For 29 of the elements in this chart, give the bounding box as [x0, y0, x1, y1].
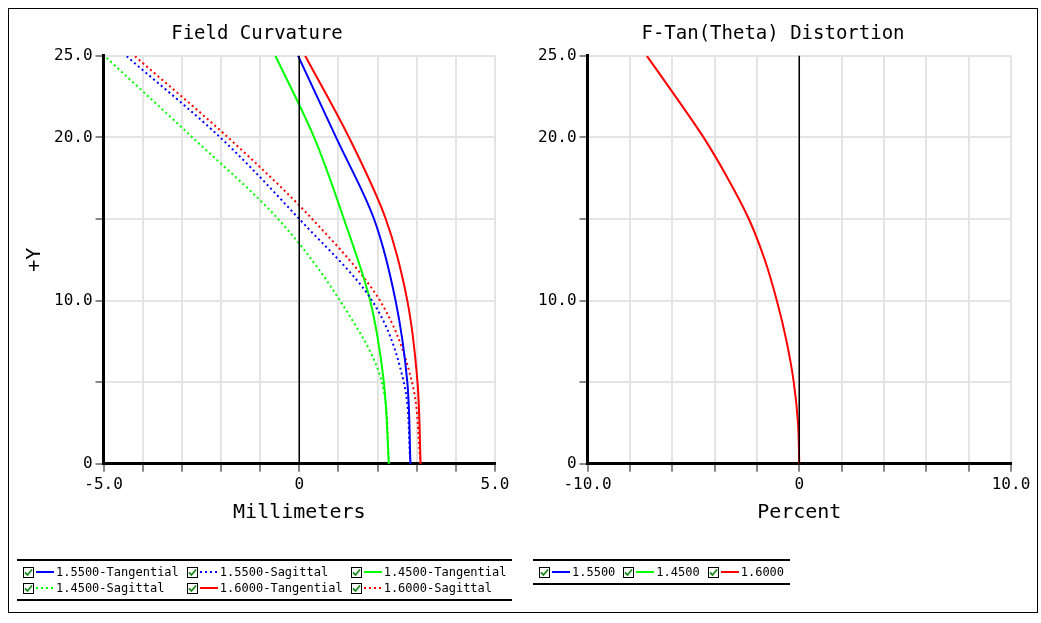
y-tick-label: 20.0 — [538, 126, 577, 146]
x-tick-label: 10.0 — [991, 473, 1031, 493]
line-series — [645, 55, 801, 464]
legend-label: 1.5500 — [572, 565, 616, 579]
legend-label: 1.5500-Tangential — [56, 565, 179, 579]
legend-label: 1.6000-Sagittal — [383, 581, 493, 595]
y-tick-label: 20.0 — [54, 126, 93, 146]
y-axis-title: +Y — [21, 247, 46, 272]
x-axis-title: Percent — [757, 499, 842, 524]
chart-title: F-Tan(Theta) Distortion — [641, 21, 905, 44]
y-tick-label: 10.0 — [538, 289, 577, 309]
x-tick-label: -10.0 — [563, 473, 612, 493]
legend-label: 1.4500-Sagittal — [56, 581, 165, 595]
y-tick-label: 25.0 — [538, 44, 577, 64]
legend-label: 1.6000 — [740, 565, 785, 579]
y-tick-label: 0 — [82, 452, 93, 472]
legend-label: 1.6000-Tangential — [219, 581, 343, 595]
x-tick-label: 0 — [794, 473, 805, 493]
legend-label: 1.4500 — [656, 565, 700, 579]
y-tick-label: 10.0 — [54, 289, 93, 309]
legend-label: 1.4500-Tangential — [383, 565, 507, 579]
x-tick-label: -5.0 — [84, 473, 123, 493]
x-axis-title: Millimeters — [233, 499, 366, 524]
y-tick-label: 25.0 — [54, 44, 93, 64]
y-tick-label: 0 — [566, 452, 577, 472]
legend-label: 1.5500-Sagittal — [219, 565, 329, 579]
x-tick-label: 5.0 — [480, 473, 510, 493]
x-tick-label: 0 — [294, 473, 305, 493]
chart-title: Field Curvature — [171, 21, 343, 44]
